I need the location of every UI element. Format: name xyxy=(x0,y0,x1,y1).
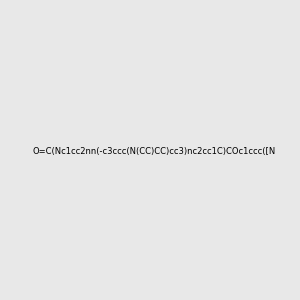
Text: O=C(Nc1cc2nn(-c3ccc(N(CC)CC)cc3)nc2cc1C)COc1ccc([N: O=C(Nc1cc2nn(-c3ccc(N(CC)CC)cc3)nc2cc1C)… xyxy=(32,147,275,156)
